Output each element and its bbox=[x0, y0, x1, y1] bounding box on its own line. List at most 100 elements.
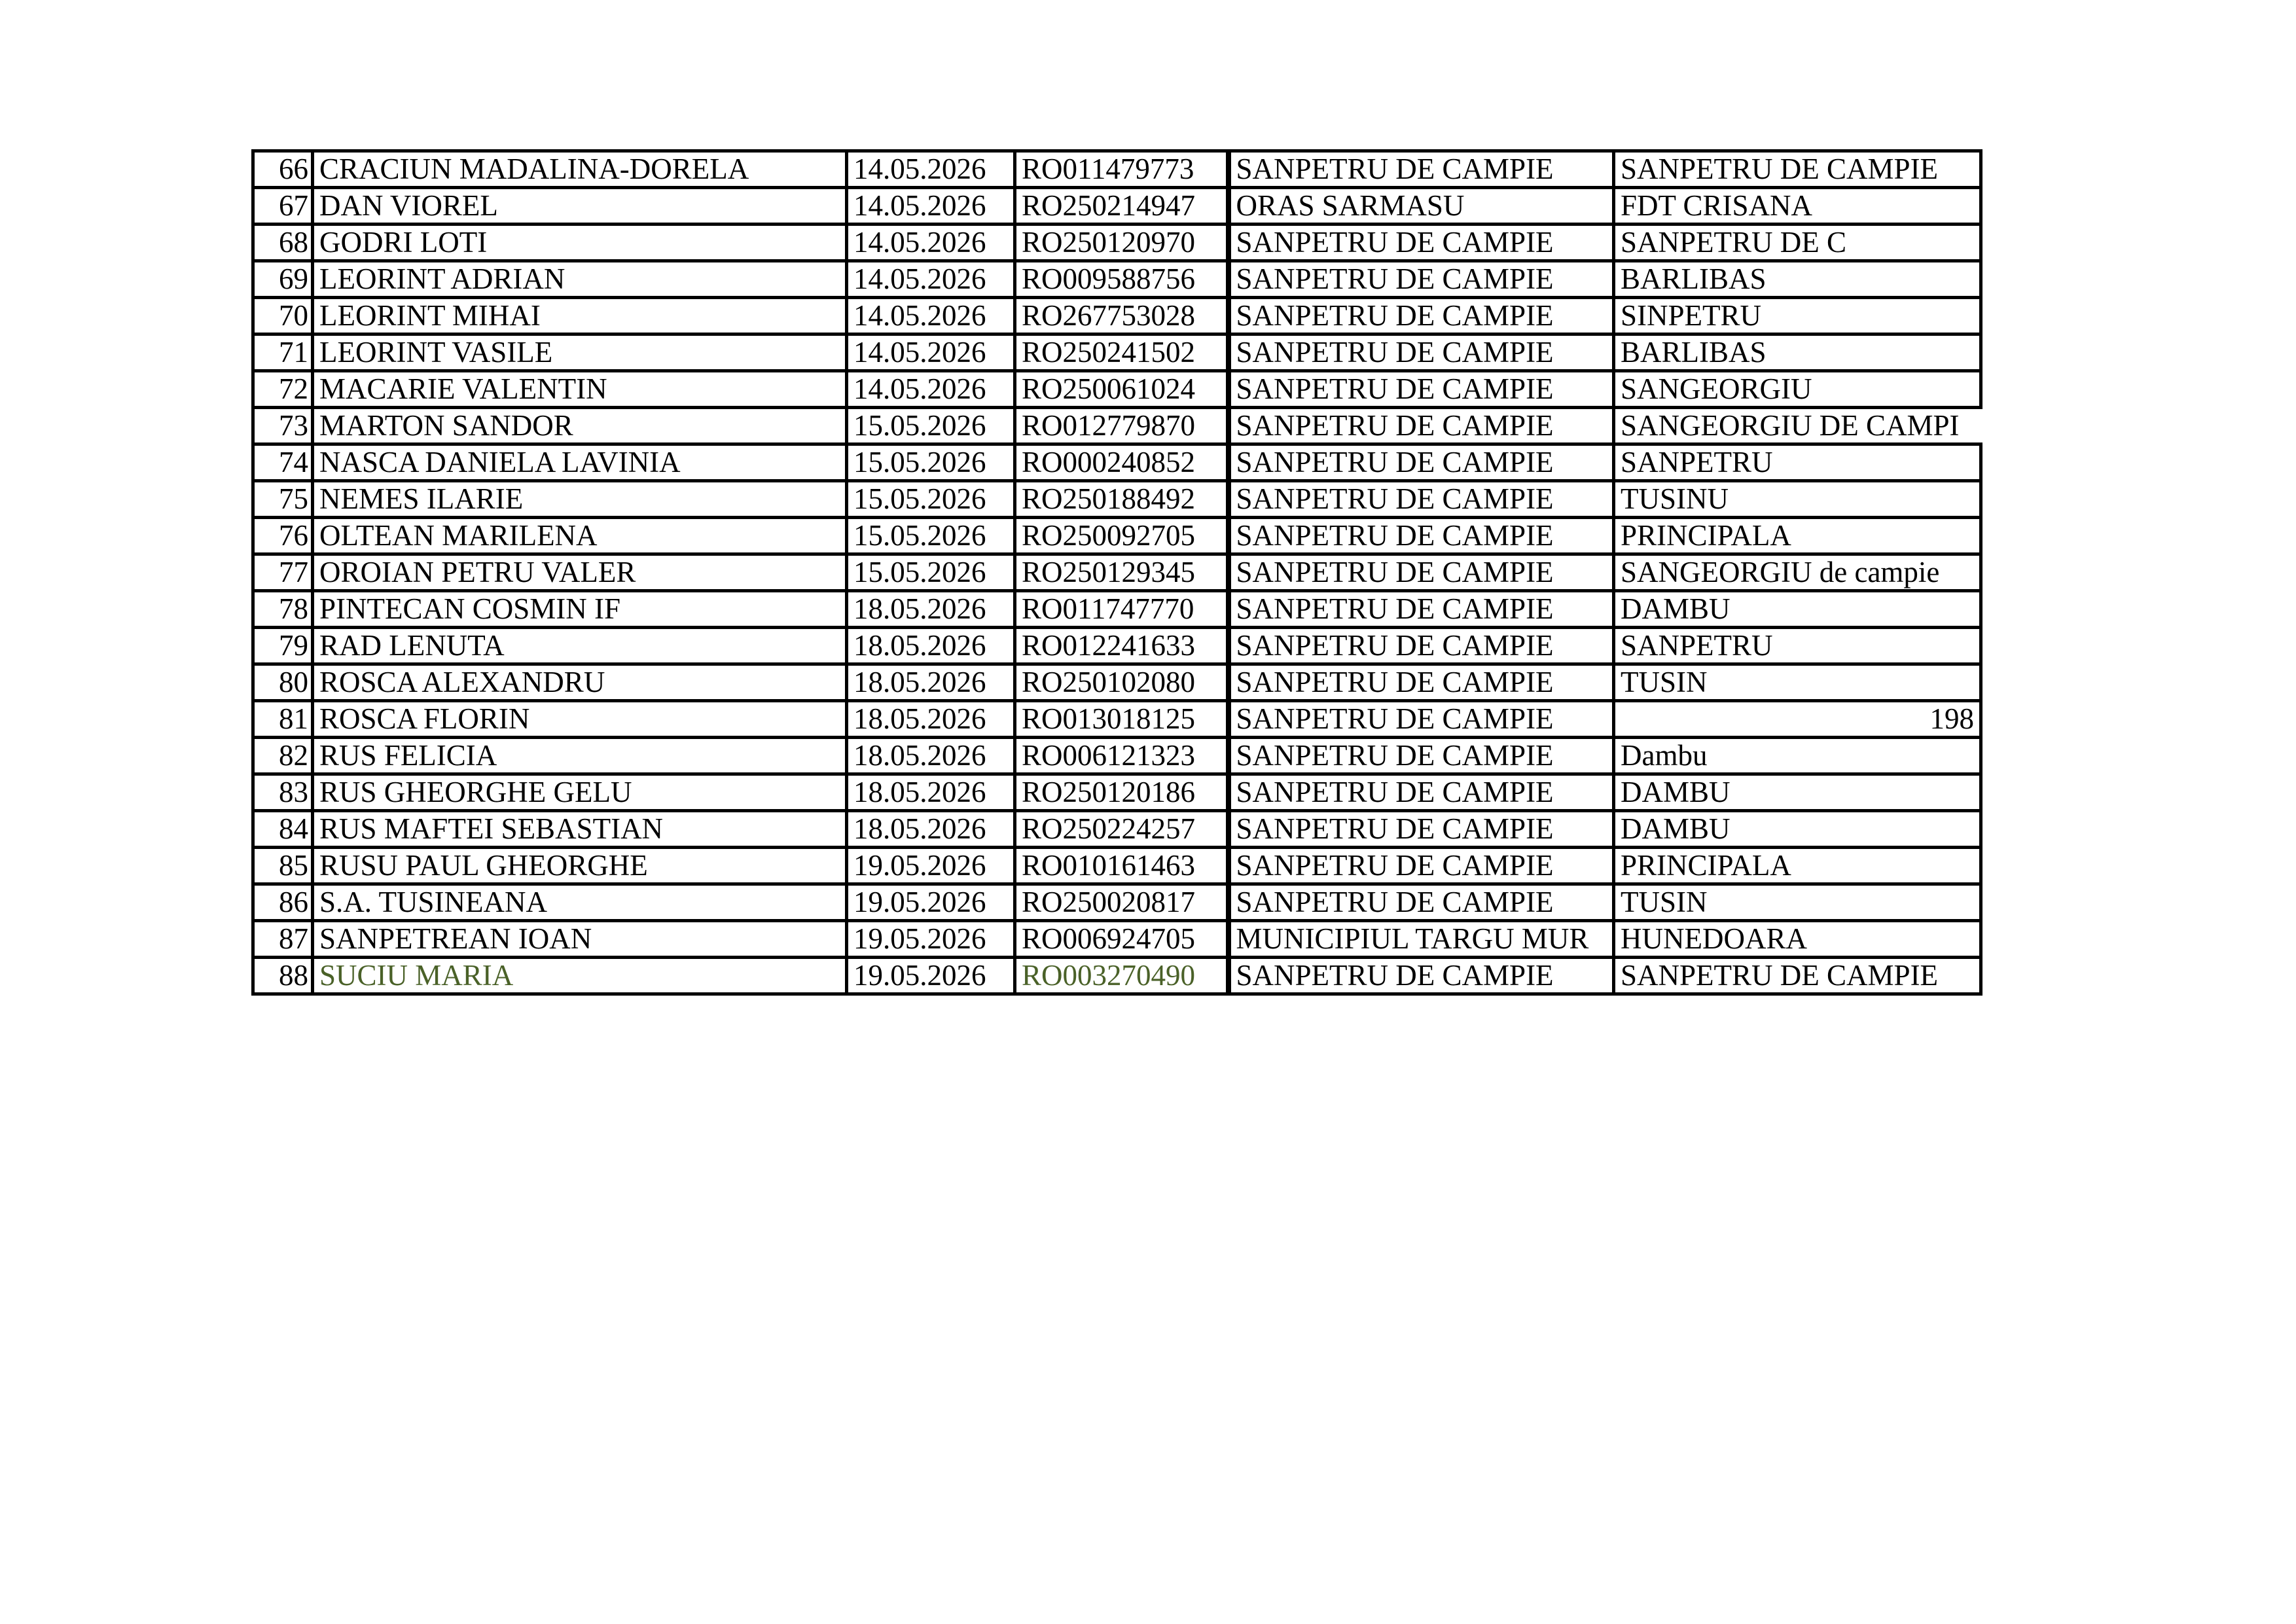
street-cell: BARLIBAS bbox=[1612, 259, 1982, 299]
locality-cell: SANPETRU DE CAMPIE bbox=[1225, 479, 1615, 519]
street-cell: PRINCIPALA bbox=[1612, 846, 1982, 886]
table-row: 81 ROSCA FLORIN 18.05.2026 RO013018125 SANPE… bbox=[251, 699, 1982, 739]
code-cell: RO012241633 bbox=[1013, 626, 1230, 666]
locality-cell: SANPETRU DE CAMPIE bbox=[1225, 333, 1615, 372]
date-cell: 15.05.2026 bbox=[845, 442, 1016, 482]
code-cell: RO267753028 bbox=[1013, 296, 1230, 336]
name-cell: GODRI LOTI bbox=[311, 223, 848, 262]
row-number: 85 bbox=[251, 846, 314, 886]
street-cell: HUNEDOARA bbox=[1612, 919, 1982, 959]
date-cell: 14.05.2026 bbox=[845, 369, 1016, 409]
table-row: 68 GODRI LOTI 14.05.2026 RO250120970 SANPETR… bbox=[251, 223, 1982, 262]
table-row: 85 RUSU PAUL GHEORGHE 19.05.2026 RO01016146… bbox=[251, 846, 1982, 886]
street-cell: SANGEORGIU de campie bbox=[1612, 552, 1982, 592]
code-cell: RO010161463 bbox=[1013, 846, 1230, 886]
name-cell: RUS MAFTEI SEBASTIAN bbox=[311, 809, 848, 849]
code-cell: RO009588756 bbox=[1013, 259, 1230, 299]
locality-cell: SANPETRU DE CAMPIE bbox=[1225, 736, 1615, 776]
date-cell: 14.05.2026 bbox=[845, 186, 1016, 226]
date-cell: 19.05.2026 bbox=[845, 919, 1016, 959]
code-cell: RO250102080 bbox=[1013, 662, 1230, 702]
row-number: 73 bbox=[251, 406, 314, 446]
table-row: 67 DAN VIOREL 14.05.2026 RO250214947 ORAS SA… bbox=[251, 186, 1982, 226]
date-cell: 18.05.2026 bbox=[845, 809, 1016, 849]
date-cell: 14.05.2026 bbox=[845, 333, 1016, 372]
row-number: 76 bbox=[251, 516, 314, 556]
date-cell: 18.05.2026 bbox=[845, 699, 1016, 739]
code-cell: RO006121323 bbox=[1013, 736, 1230, 776]
name-cell: DAN VIOREL bbox=[311, 186, 848, 226]
street-cell: DAMBU bbox=[1612, 589, 1982, 629]
date-cell: 14.05.2026 bbox=[845, 149, 1016, 189]
table-row: 70 LEORINT MIHAI 14.05.2026 RO267753028 SANP… bbox=[251, 296, 1982, 336]
row-number: 75 bbox=[251, 479, 314, 519]
locality-cell: SANPETRU DE CAMPIE bbox=[1225, 442, 1615, 482]
locality-cell: SANPETRU DE CAMPIE bbox=[1225, 956, 1615, 996]
date-cell: 15.05.2026 bbox=[845, 516, 1016, 556]
street-cell: DAMBU bbox=[1612, 772, 1982, 812]
street-cell: FDT CRISANA bbox=[1612, 186, 1982, 226]
table-row: 69 LEORINT ADRIAN 14.05.2026 RO009588756 SAN… bbox=[251, 259, 1982, 299]
locality-cell: SANPETRU DE CAMPIE bbox=[1225, 516, 1615, 556]
date-cell: 15.05.2026 bbox=[845, 552, 1016, 592]
table-row: 79 RAD LENUTA 18.05.2026 RO012241633 SANPETR… bbox=[251, 626, 1982, 666]
table-row: 78 PINTECAN COSMIN IF 18.05.2026 RO01174777… bbox=[251, 589, 1982, 629]
date-cell: 19.05.2026 bbox=[845, 956, 1016, 996]
name-cell: NEMES ILARIE bbox=[311, 479, 848, 519]
name-cell: RAD LENUTA bbox=[311, 626, 848, 666]
table-row: 75 NEMES ILARIE 15.05.2026 RO250188492 SANPE… bbox=[251, 479, 1982, 519]
table-row: 82 RUS FELICIA 18.05.2026 RO006121323 SANPET… bbox=[251, 736, 1982, 776]
locality-cell: SANPETRU DE CAMPIE bbox=[1225, 699, 1615, 739]
table-row: 87 SANPETREAN IOAN 19.05.2026 RO006924705 MU… bbox=[251, 919, 1982, 959]
row-number: 84 bbox=[251, 809, 314, 849]
code-cell: RO250188492 bbox=[1013, 479, 1230, 519]
row-number: 66 bbox=[251, 149, 314, 189]
code-cell: RO003270490 bbox=[1013, 956, 1230, 996]
code-cell: RO006924705 bbox=[1013, 919, 1230, 959]
date-cell: 15.05.2026 bbox=[845, 479, 1016, 519]
locality-cell: SANPETRU DE CAMPIE bbox=[1225, 552, 1615, 592]
locality-cell: SANPETRU DE CAMPIE bbox=[1225, 259, 1615, 299]
street-cell: DAMBU bbox=[1612, 809, 1982, 849]
locality-cell: SANPETRU DE CAMPIE bbox=[1225, 149, 1615, 189]
row-number: 78 bbox=[251, 589, 314, 629]
code-cell: RO250241502 bbox=[1013, 333, 1230, 372]
name-cell: ROSCA FLORIN bbox=[311, 699, 848, 739]
date-cell: 14.05.2026 bbox=[845, 259, 1016, 299]
locality-cell: SANPETRU DE CAMPIE bbox=[1225, 662, 1615, 702]
code-cell: RO250061024 bbox=[1013, 369, 1230, 409]
row-number: 80 bbox=[251, 662, 314, 702]
locality-cell: SANPETRU DE CAMPIE bbox=[1225, 296, 1615, 336]
name-cell: ROSCA ALEXANDRU bbox=[311, 662, 848, 702]
table-row: 88 SUCIU MARIA 19.05.2026 RO003270490 SANPET… bbox=[251, 956, 1982, 996]
name-cell: CRACIUN MADALINA-DORELA bbox=[311, 149, 848, 189]
date-cell: 18.05.2026 bbox=[845, 589, 1016, 629]
street-cell: SANGEORGIU DE CAMPI bbox=[1612, 406, 1981, 446]
records-table: 66 CRACIUN MADALINA-DORELA 14.05.2026 RO011… bbox=[251, 149, 1982, 996]
locality-cell: SANPETRU DE CAMPIE bbox=[1225, 882, 1615, 922]
street-cell: TUSIN bbox=[1612, 882, 1982, 922]
name-cell: OLTEAN MARILENA bbox=[311, 516, 848, 556]
code-cell: RO250224257 bbox=[1013, 809, 1230, 849]
row-number: 88 bbox=[251, 956, 314, 996]
name-cell: RUS GHEORGHE GELU bbox=[311, 772, 848, 812]
locality-cell: SANPETRU DE CAMPIE bbox=[1225, 589, 1615, 629]
code-cell: RO013018125 bbox=[1013, 699, 1230, 739]
row-number: 74 bbox=[251, 442, 314, 482]
street-cell: SANPETRU DE CAMPIE bbox=[1612, 956, 1982, 996]
row-number: 71 bbox=[251, 333, 314, 372]
row-number: 68 bbox=[251, 223, 314, 262]
table-row: 73 MARTON SANDOR 15.05.2026 RO012779870 SANP… bbox=[251, 406, 1981, 446]
date-cell: 18.05.2026 bbox=[845, 736, 1016, 776]
code-cell: RO250020817 bbox=[1013, 882, 1230, 922]
date-cell: 18.05.2026 bbox=[845, 626, 1016, 666]
street-cell: SANPETRU DE C bbox=[1612, 223, 1982, 262]
name-cell: MARTON SANDOR bbox=[311, 406, 848, 446]
table-row: 77 OROIAN PETRU VALER 15.05.2026 RO25012934… bbox=[251, 552, 1982, 592]
locality-cell: SANPETRU DE CAMPIE bbox=[1225, 406, 1615, 446]
locality-cell: SANPETRU DE CAMPIE bbox=[1225, 809, 1615, 849]
street-cell: TUSIN bbox=[1612, 662, 1982, 702]
locality-cell: ORAS SARMASU bbox=[1225, 186, 1615, 226]
street-cell: SANGEORGIU bbox=[1612, 369, 1982, 409]
name-cell: LEORINT VASILE bbox=[311, 333, 848, 372]
